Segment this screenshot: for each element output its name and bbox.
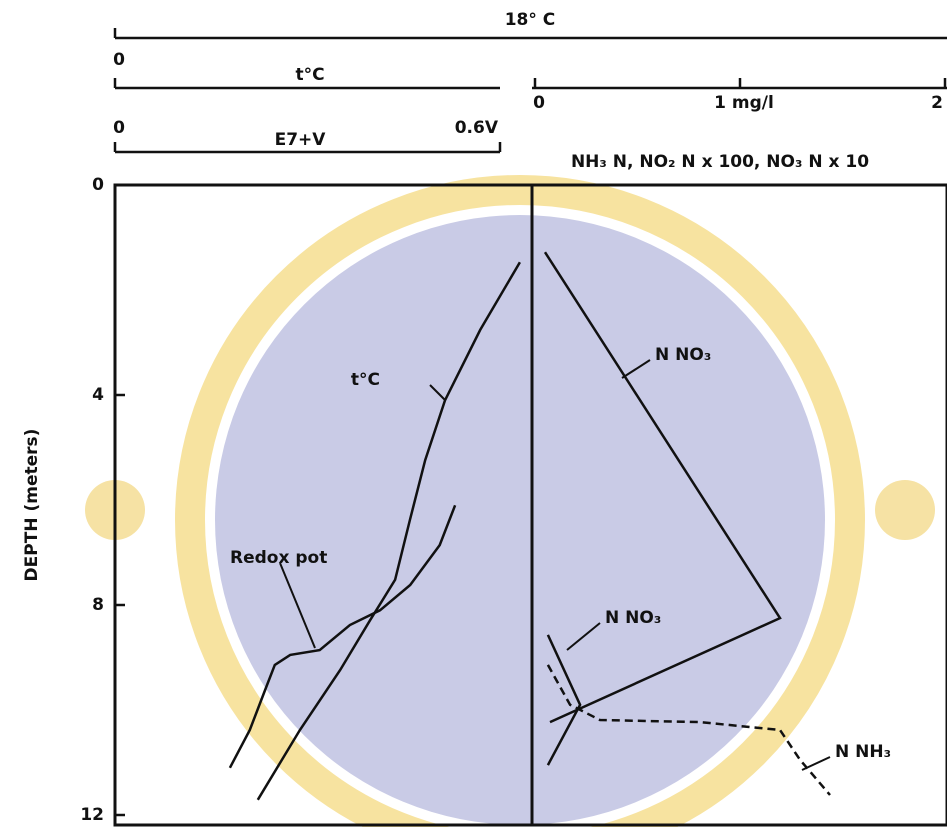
label-arrow (802, 757, 830, 770)
y-tick-label: 12 (80, 805, 104, 825)
y-tick-label: 4 (92, 385, 104, 405)
x-tick-label: 0 (113, 118, 125, 138)
series-label: N NO₃ (605, 608, 661, 628)
x-tick-label: 0 (113, 50, 125, 70)
watermark (85, 190, 935, 827)
x-tick-label: 1 mg/l (714, 93, 774, 113)
x-tick-label: 0 (533, 93, 545, 113)
x-axis-label: t°C (295, 65, 324, 85)
y-tick-label: 0 (92, 175, 104, 195)
y-tick-label: 8 (92, 595, 104, 615)
x-tick-label: 2 (931, 93, 943, 113)
series-label: N NH₃ (835, 742, 891, 762)
scale-title: 18° C (505, 10, 556, 30)
x-axis-label: NH₃ N, NO₂ N x 100, NO₃ N x 10 (571, 152, 869, 172)
series-label: Redox pot (230, 548, 327, 568)
y-axis-label: DEPTH (meters) (22, 429, 42, 582)
series-label: t°C (351, 370, 380, 390)
x-tick-label: 0.6V (455, 118, 499, 138)
chart: 18° C DEPTH (meters) 0 4 8 12 t°C 0 E7+V 0 0.6V N… (0, 0, 947, 827)
x-axis-label: E7+V (275, 130, 327, 150)
series-label: N NO₃ (655, 345, 711, 365)
